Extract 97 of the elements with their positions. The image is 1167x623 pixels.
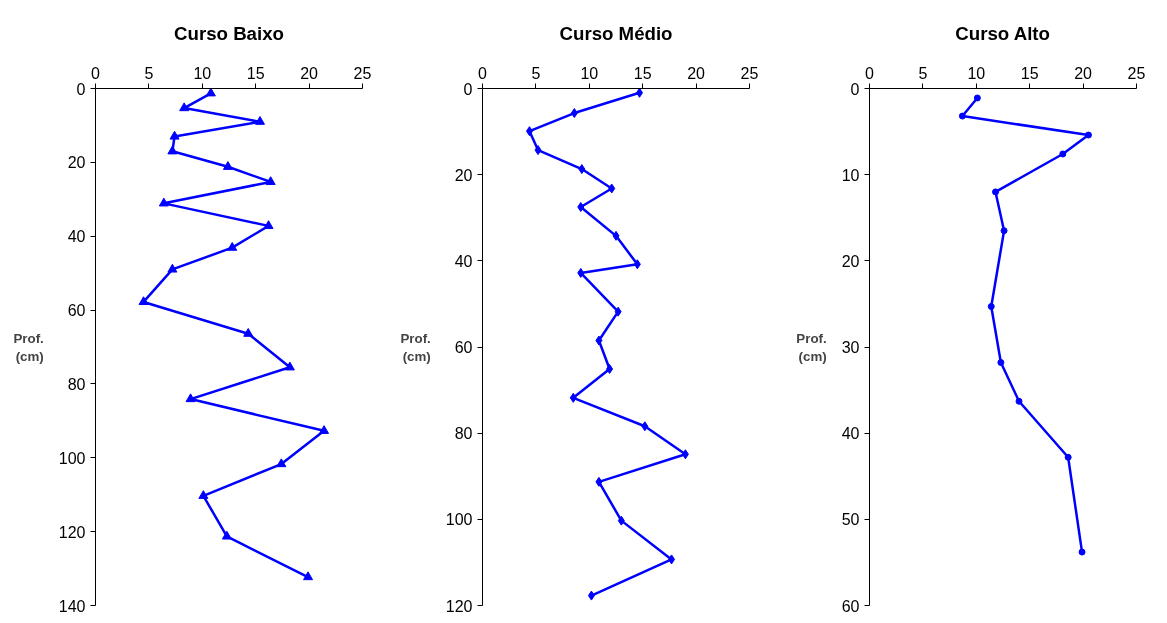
point: [198, 490, 209, 499]
point: [577, 201, 585, 212]
y-tick-label: 30: [841, 339, 860, 356]
point: [227, 241, 238, 251]
point: [612, 230, 620, 241]
point: [1078, 548, 1086, 556]
point: [276, 458, 287, 468]
point: [1015, 397, 1023, 405]
point: [578, 164, 586, 175]
y-axis-title: Prof. (cm): [796, 330, 827, 364]
point: [254, 116, 265, 125]
point: [319, 425, 330, 434]
point: [525, 126, 533, 137]
x-tick-label: 0: [865, 64, 875, 82]
point: [1064, 453, 1072, 461]
point: [243, 328, 254, 337]
y-tick-label: 100: [445, 511, 473, 529]
y-tick-label: 60: [67, 302, 86, 320]
point: [303, 571, 314, 581]
y-tick-label: 20: [454, 166, 473, 184]
point: [263, 220, 274, 229]
point: [569, 392, 577, 403]
x-tick-label: 15: [633, 64, 652, 82]
x-tick-label: 5: [531, 64, 541, 82]
x-tick-label: 20: [300, 64, 319, 82]
point: [1000, 227, 1008, 235]
y-tick-label: 120: [58, 523, 86, 541]
point: [992, 188, 1000, 196]
x-tick-label: 25: [353, 64, 372, 82]
point: [997, 359, 1005, 366]
point: [179, 102, 190, 112]
point: [1059, 150, 1067, 158]
point: [608, 183, 616, 194]
point: [614, 306, 622, 317]
y-tick-label: 20: [841, 252, 860, 270]
y-tick-label: 120: [445, 597, 473, 615]
point: [595, 335, 603, 346]
x-tick-label: 10: [580, 64, 599, 82]
y-axis-title: Prof. (cm): [400, 330, 431, 364]
point: [158, 197, 169, 207]
y-tick-label: 0: [463, 80, 473, 98]
point: [1084, 131, 1092, 139]
point: [587, 590, 595, 601]
point: [138, 296, 149, 306]
y-tick-label: 100: [58, 449, 86, 467]
y-tick-label: 0: [850, 80, 860, 98]
point: [185, 393, 196, 403]
x-tick-label: 15: [1020, 64, 1039, 82]
y-tick-label: 40: [454, 252, 473, 270]
x-tick-label: 10: [967, 64, 986, 82]
point: [169, 130, 180, 140]
point: [167, 263, 178, 273]
x-tick-label: 5: [144, 64, 154, 82]
x-tick-label: 5: [918, 64, 928, 82]
y-tick-label: 80: [67, 375, 86, 393]
point: [973, 94, 981, 102]
x-tick-label: 10: [193, 64, 212, 82]
point: [222, 161, 233, 170]
y-tick-label: 0: [76, 80, 86, 98]
x-tick-label: 15: [246, 64, 265, 82]
x-tick-label: 25: [740, 64, 759, 82]
point: [636, 88, 643, 98]
point: [606, 363, 614, 374]
x-tick-label: 0: [478, 64, 488, 82]
x-tick-label: 20: [1074, 64, 1093, 82]
y-tick-label: 20: [67, 154, 86, 172]
x-tick-label: 20: [687, 64, 706, 82]
point: [577, 267, 585, 278]
chart-title: Curso Baixo: [174, 22, 284, 44]
point: [570, 108, 578, 119]
x-tick-label: 0: [91, 64, 101, 82]
point: [958, 112, 966, 120]
y-tick-label: 10: [841, 166, 860, 184]
y-tick-label: 80: [454, 425, 473, 443]
y-axis-title: Prof. (cm): [13, 330, 44, 364]
point: [633, 259, 641, 270]
y-tick-label: 40: [841, 425, 860, 443]
point: [534, 145, 542, 156]
y-tick-label: 40: [67, 228, 86, 246]
point: [987, 303, 995, 310]
point: [668, 554, 676, 565]
point: [167, 145, 178, 155]
y-tick-label: 50: [841, 511, 860, 529]
point: [681, 449, 689, 460]
point: [617, 515, 625, 526]
point: [284, 361, 295, 371]
point: [265, 176, 276, 186]
point: [205, 88, 216, 97]
point: [595, 476, 603, 487]
point: [221, 530, 232, 540]
point: [641, 421, 649, 432]
chart-title: Curso Médio: [559, 22, 673, 44]
y-tick-label: 140: [58, 597, 86, 615]
y-tick-label: 60: [454, 339, 473, 356]
x-tick-label: 25: [1127, 64, 1146, 82]
chart-title: Curso Alto: [955, 22, 1050, 44]
y-tick-label: 60: [841, 597, 860, 615]
